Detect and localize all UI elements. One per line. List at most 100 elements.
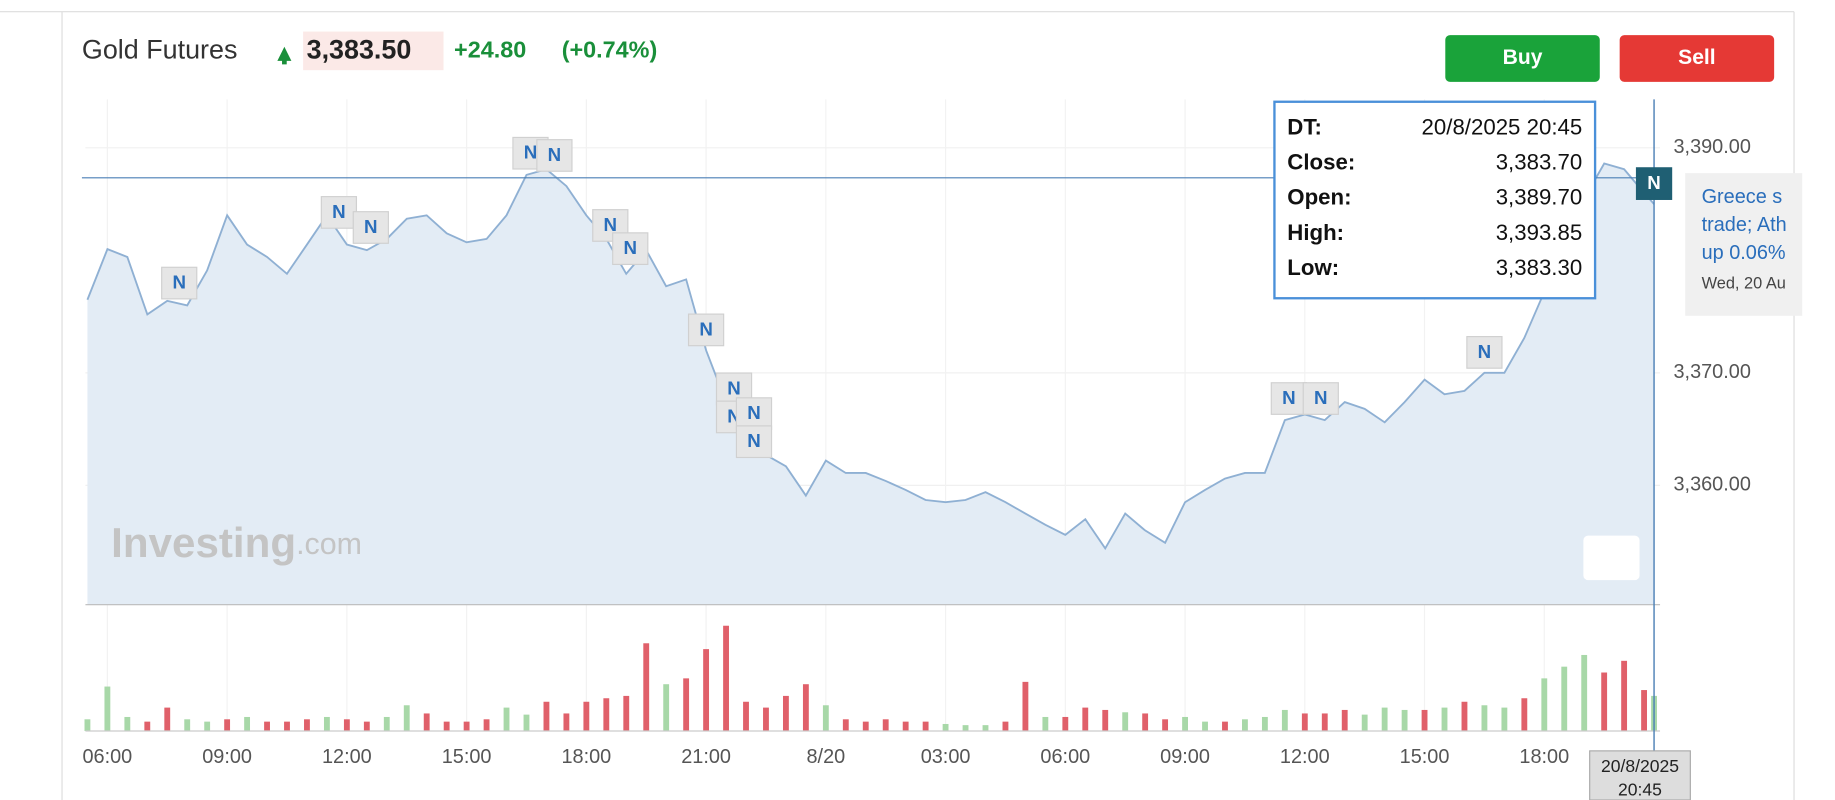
volume-bar — [363, 721, 370, 731]
volume-bar — [84, 719, 91, 731]
volume-bar — [1561, 666, 1568, 731]
volume-bar — [1621, 660, 1628, 731]
volume-bar — [1281, 709, 1288, 731]
news-marker[interactable] — [1635, 167, 1673, 200]
volume-bar — [383, 716, 390, 731]
news-marker-label: N — [524, 142, 538, 163]
news-marker-label: N — [364, 216, 378, 237]
news-marker[interactable] — [735, 397, 773, 430]
volume-bar — [763, 707, 769, 731]
volume-bar — [1541, 678, 1548, 731]
tooltip-value: 20/8/2025 20:45 — [1422, 115, 1583, 140]
watermark-suffix: .com — [296, 527, 362, 561]
volume-bar — [403, 705, 410, 731]
volume-bar — [563, 713, 570, 731]
volume-bar — [304, 719, 310, 731]
news-marker-label: N — [1478, 341, 1492, 362]
volume-bar — [842, 719, 849, 731]
news-popup — [1685, 173, 1803, 316]
x-tick-label: 06:00 — [83, 746, 133, 768]
volume-bar — [1222, 721, 1228, 731]
news-marker-label: N — [548, 144, 562, 165]
news-marker[interactable] — [161, 266, 198, 300]
price: 3,383.50 — [307, 35, 412, 65]
volume-bar — [264, 721, 270, 731]
news-popup-line[interactable]: up 0.06% — [1702, 242, 1786, 264]
news-marker[interactable] — [1302, 382, 1339, 415]
volume-bar — [224, 719, 231, 731]
volume-bar — [1242, 719, 1248, 731]
tooltip-rows: DT: 20/8/2025 20:45 Close: 3,383.70 Open: 3,3… — [1287, 115, 1582, 280]
volume-bar — [244, 716, 251, 731]
news-marker[interactable] — [1270, 382, 1307, 415]
x-tick-label: 15:00 — [1400, 746, 1450, 768]
volume-bar — [703, 649, 710, 731]
volume-bar — [1461, 701, 1468, 731]
tooltip — [1273, 100, 1597, 300]
volume-bar — [1501, 707, 1508, 731]
volume-bar — [443, 721, 450, 731]
volume-bar — [1601, 672, 1608, 731]
volume-bar — [862, 721, 869, 731]
buy-label[interactable]: Buy — [1503, 46, 1543, 69]
news-marker-label: N — [623, 237, 637, 258]
change: +24.80 — [454, 37, 526, 63]
volume-bar — [1521, 698, 1528, 731]
volume-bar — [1421, 709, 1428, 731]
volume-bar — [962, 725, 969, 731]
volume-bar — [1102, 709, 1109, 731]
news-marker-label: N — [727, 377, 741, 398]
news-marker[interactable] — [1466, 336, 1503, 369]
news-marker[interactable] — [612, 232, 649, 266]
instrument-title: Gold Futures — [82, 35, 237, 65]
x-tick-label: 18:00 — [561, 746, 611, 768]
news-marker-label: N — [1647, 172, 1661, 193]
news-marker[interactable] — [735, 425, 773, 459]
volume-bar — [922, 721, 929, 731]
news-marker[interactable] — [536, 139, 573, 172]
cursor-label-bg — [1589, 750, 1691, 800]
volume-bar — [1002, 721, 1009, 731]
cursor-label: 20:45 — [1618, 779, 1662, 799]
news-marker[interactable] — [320, 196, 358, 229]
volume-bar — [723, 625, 729, 731]
panel-button[interactable] — [1583, 535, 1640, 581]
volume-bar — [683, 678, 690, 731]
volume-bar — [1202, 721, 1208, 731]
tooltip-label: Low: — [1287, 255, 1339, 280]
tooltip-value: 3,383.70 — [1496, 150, 1583, 175]
volume-bar — [1122, 712, 1129, 731]
news-marker-label: N — [747, 430, 761, 451]
volume-bar — [1162, 719, 1169, 731]
volume-bar — [104, 686, 111, 731]
volume-bar — [822, 705, 829, 731]
volume-bar — [743, 701, 749, 731]
volume-bar — [284, 721, 290, 731]
volume-bar — [982, 725, 989, 731]
tooltip-value: 3,393.85 — [1496, 220, 1583, 245]
volume-bar — [1341, 709, 1348, 731]
sell-label[interactable]: Sell — [1678, 46, 1715, 69]
volume-bar — [1082, 707, 1089, 731]
news-marker[interactable] — [687, 313, 725, 347]
news-popup-line[interactable]: Greece s — [1702, 186, 1783, 208]
volume-bar — [1481, 705, 1488, 731]
volume-bar — [1182, 716, 1188, 731]
buy-button[interactable] — [1445, 35, 1600, 82]
volume-bar — [882, 719, 889, 731]
volume-bar — [1361, 714, 1368, 731]
volume-bar — [164, 707, 171, 731]
news-popup-line[interactable]: trade; Ath — [1702, 214, 1787, 236]
volume-bar — [623, 695, 630, 731]
news-marker[interactable] — [352, 211, 389, 244]
tooltip-value: 3,389.70 — [1496, 185, 1583, 210]
volume-bar — [343, 719, 350, 731]
volume-bar — [503, 707, 510, 731]
news-marker-label: N — [332, 201, 346, 222]
x-tick-label: 8/20 — [806, 746, 845, 768]
x-tick-label: 18:00 — [1519, 746, 1569, 768]
x-tick-label: 12:00 — [1280, 746, 1330, 768]
sell-button[interactable] — [1619, 35, 1775, 82]
